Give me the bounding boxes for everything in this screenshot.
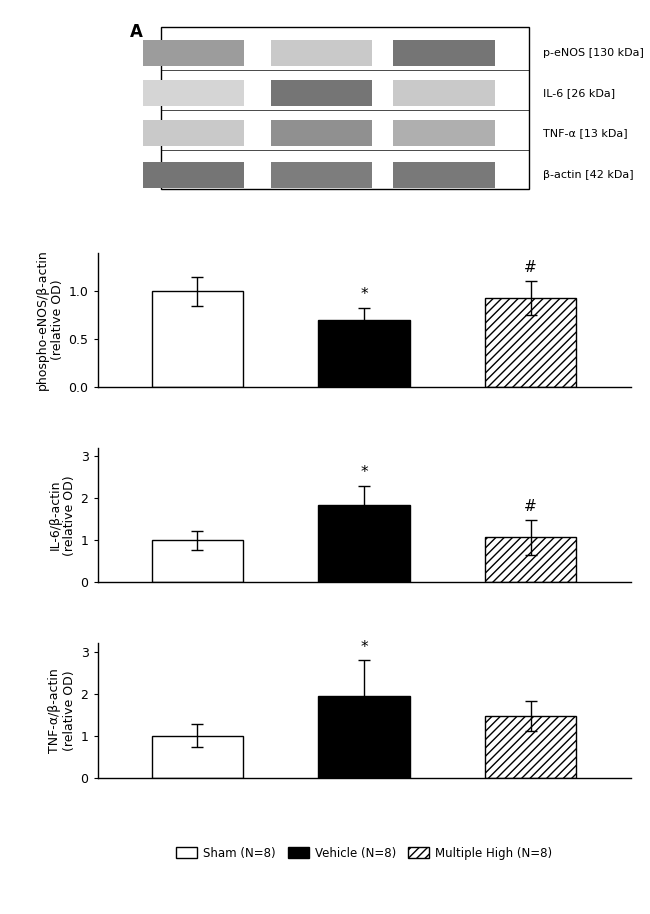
Bar bbox=[270, 80, 372, 106]
Bar bbox=[151, 540, 243, 582]
Text: #: # bbox=[524, 260, 537, 275]
Y-axis label: IL-6/β-actin
(relative OD): IL-6/β-actin (relative OD) bbox=[48, 475, 76, 556]
Bar bbox=[393, 80, 495, 106]
Bar bbox=[318, 505, 410, 582]
Bar bbox=[151, 736, 243, 778]
Text: *: * bbox=[360, 287, 368, 303]
Bar bbox=[143, 40, 244, 66]
Bar bbox=[318, 320, 410, 388]
Text: p-eNOS [130 kDa]: p-eNOS [130 kDa] bbox=[543, 48, 644, 58]
Bar bbox=[143, 120, 244, 146]
Bar bbox=[143, 80, 244, 106]
Bar bbox=[270, 162, 372, 188]
Bar bbox=[485, 298, 577, 388]
Text: #: # bbox=[524, 499, 537, 515]
Bar bbox=[393, 162, 495, 188]
Legend: Sham (N=8), Vehicle (N=8), Multiple High (N=8): Sham (N=8), Vehicle (N=8), Multiple High… bbox=[176, 846, 552, 860]
Bar bbox=[485, 537, 577, 582]
Bar bbox=[143, 162, 244, 188]
Text: *: * bbox=[360, 640, 368, 654]
Y-axis label: TNF-α/β-actin
(relative OD): TNF-α/β-actin (relative OD) bbox=[48, 668, 76, 753]
Y-axis label: phospho-eNOS/β-actin
(relative OD): phospho-eNOS/β-actin (relative OD) bbox=[36, 250, 64, 390]
Text: IL-6 [26 kDa]: IL-6 [26 kDa] bbox=[543, 88, 615, 98]
Text: β-actin [42 kDa]: β-actin [42 kDa] bbox=[543, 170, 633, 180]
Bar bbox=[270, 40, 372, 66]
Text: A: A bbox=[129, 24, 142, 41]
Bar bbox=[161, 27, 529, 188]
Text: TNF-α [13 kDa]: TNF-α [13 kDa] bbox=[543, 128, 627, 138]
Text: *: * bbox=[360, 465, 368, 481]
Bar bbox=[393, 120, 495, 146]
Bar bbox=[318, 696, 410, 778]
Bar bbox=[485, 716, 577, 778]
Bar bbox=[151, 292, 243, 388]
Bar bbox=[393, 40, 495, 66]
Bar bbox=[270, 120, 372, 146]
